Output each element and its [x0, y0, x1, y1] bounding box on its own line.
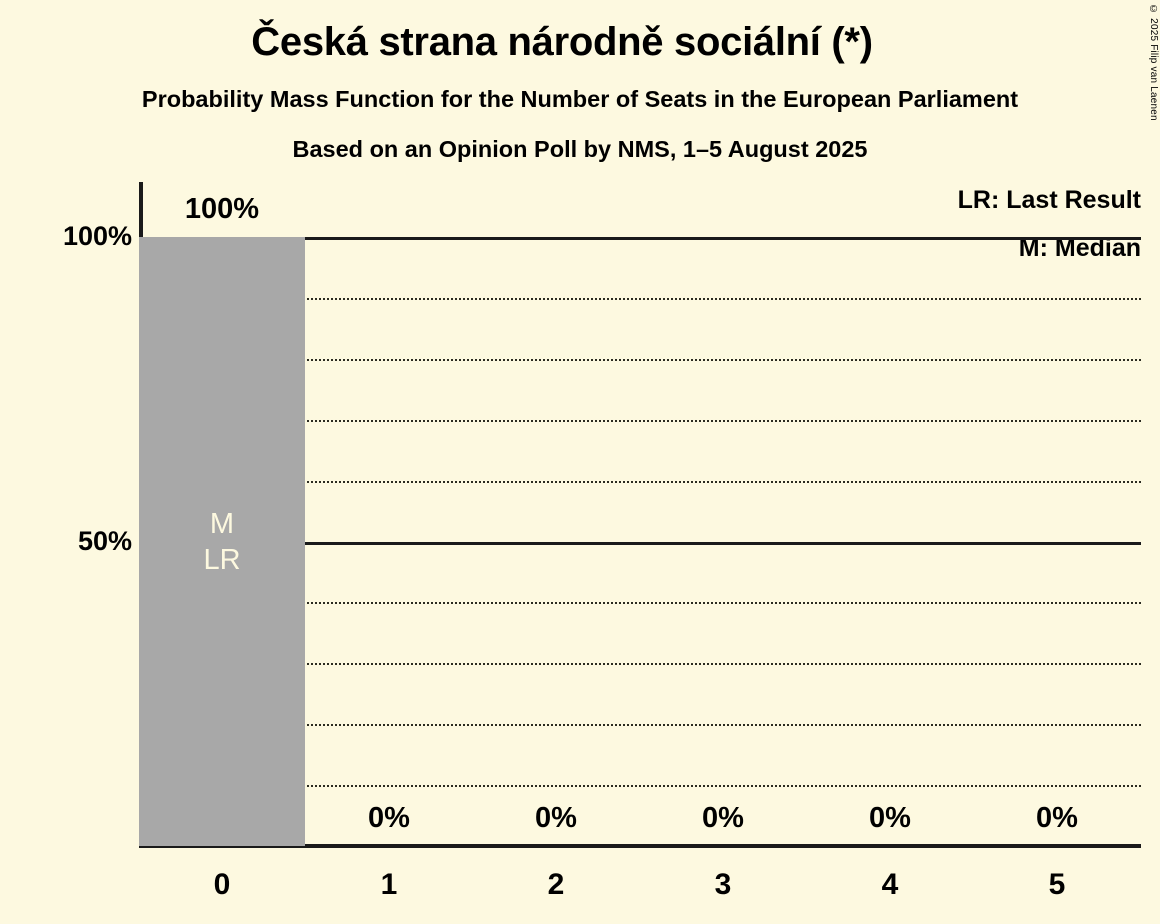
x-axis-tick-label: 2: [547, 868, 565, 901]
gridline-dotted: [139, 663, 1141, 666]
chart-subtitle: Probability Mass Function for the Number…: [141, 86, 1019, 112]
gridline-dotted: [139, 297, 1141, 300]
bar-value-label: 0%: [1036, 802, 1078, 834]
gridline-dotted: [139, 724, 1141, 727]
y-axis-tick-label: 50%: [77, 525, 132, 556]
bar: M LR: [139, 237, 305, 846]
x-axis-line: [139, 844, 1141, 848]
x-axis-tick-label: 4: [881, 868, 899, 901]
legend-last-result: LR: Last Result: [957, 186, 1141, 214]
x-axis-tick-label: 3: [714, 868, 732, 901]
x-axis-tick-label: 5: [1048, 868, 1066, 901]
x-axis-tick-label: 1: [380, 868, 398, 901]
bar-marker-labels: M LR: [139, 506, 305, 578]
bar-value-label: 0%: [368, 802, 410, 834]
bar-value-label: 0%: [702, 802, 744, 834]
last-result-marker: LR: [203, 543, 241, 576]
gridline-dotted: [139, 785, 1141, 788]
median-marker: M: [209, 507, 235, 540]
gridline-solid: [139, 237, 1141, 240]
page-title: Česká strana národně sociální (*): [251, 20, 873, 64]
bar-value-label: 100%: [184, 193, 260, 225]
gridline-solid: [139, 541, 1141, 545]
gridline-dotted: [139, 480, 1141, 483]
x-axis-tick-label: 0: [213, 868, 231, 901]
bar-value-label: 0%: [869, 802, 911, 834]
y-axis-tick-label: 100%: [62, 221, 132, 251]
bar-value-label: 0%: [535, 802, 577, 834]
gridline-dotted: [139, 602, 1141, 605]
plot-area: M LR 100% 0% 0% 0% 0% 0%: [139, 182, 1141, 846]
gridline-dotted: [139, 419, 1141, 422]
chart-source-subtitle: Based on an Opinion Poll by NMS, 1–5 Aug…: [292, 136, 868, 162]
copyright-notice: © 2025 Filip van Laenen: [1148, 4, 1159, 121]
gridline-dotted: [139, 358, 1141, 361]
